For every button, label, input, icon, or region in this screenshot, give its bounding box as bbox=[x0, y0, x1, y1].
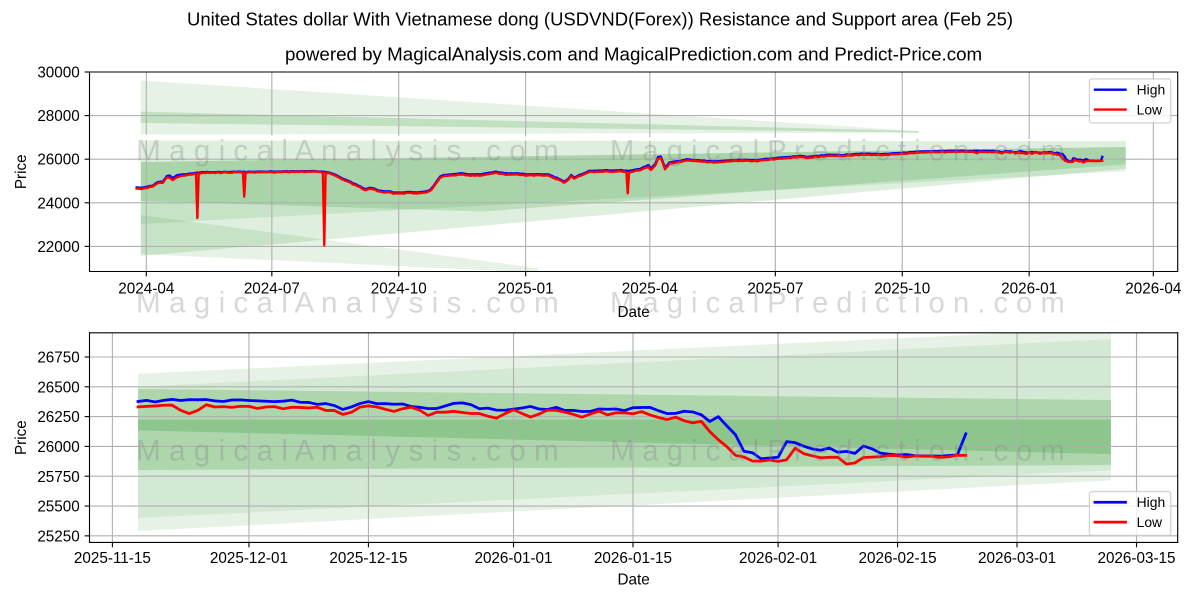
svg-text:26750: 26750 bbox=[37, 350, 79, 367]
svg-text:26500: 26500 bbox=[37, 379, 79, 396]
svg-text:2025-12-01: 2025-12-01 bbox=[210, 550, 288, 567]
svg-text:High: High bbox=[1137, 82, 1166, 98]
svg-text:M a g i c a l P r e d i c t i: M a g i c a l P r e d i c t i o n . c o … bbox=[610, 436, 1065, 468]
svg-text:26000: 26000 bbox=[37, 439, 79, 456]
svg-text:26000: 26000 bbox=[37, 152, 79, 169]
svg-text:M a g i c a l P r e d i c t i: M a g i c a l P r e d i c t i o n . c o … bbox=[610, 288, 1065, 320]
svg-text:Low: Low bbox=[1137, 514, 1163, 530]
svg-text:2026-03-01: 2026-03-01 bbox=[978, 550, 1056, 567]
svg-text:2026-01-15: 2026-01-15 bbox=[594, 550, 672, 567]
svg-text:2025-10: 2025-10 bbox=[874, 280, 930, 297]
svg-text:Price: Price bbox=[13, 154, 30, 189]
svg-text:2025-04: 2025-04 bbox=[622, 280, 679, 297]
svg-text:United States dollar With Viet: United States dollar With Vietnamese don… bbox=[187, 8, 1013, 29]
svg-text:24000: 24000 bbox=[37, 195, 79, 212]
svg-text:2026-04: 2026-04 bbox=[1125, 280, 1182, 297]
svg-text:Date: Date bbox=[617, 304, 649, 321]
svg-text:26250: 26250 bbox=[37, 409, 79, 426]
svg-text:28000: 28000 bbox=[37, 108, 79, 125]
svg-text:powered by MagicalAnalysis.com: powered by MagicalAnalysis.com and Magic… bbox=[285, 44, 982, 65]
svg-text:2025-11-15: 2025-11-15 bbox=[74, 550, 151, 567]
svg-text:2025-01: 2025-01 bbox=[498, 280, 554, 297]
svg-text:30000: 30000 bbox=[37, 65, 79, 82]
svg-text:M a g i c a l A n a l y s i s: M a g i c a l A n a l y s i s . c o m bbox=[136, 435, 559, 468]
svg-text:2024-07: 2024-07 bbox=[244, 280, 300, 297]
svg-text:M a g i c a l A n a l y s i s: M a g i c a l A n a l y s i s . c o m bbox=[136, 287, 559, 320]
svg-text:Price: Price bbox=[13, 420, 30, 455]
svg-text:Date: Date bbox=[617, 571, 649, 588]
svg-text:2026-03-15: 2026-03-15 bbox=[1097, 550, 1175, 567]
svg-text:2026-01-01: 2026-01-01 bbox=[474, 550, 552, 567]
svg-text:High: High bbox=[1137, 494, 1166, 510]
svg-text:M a g i c a l A n a l y s i s: M a g i c a l A n a l y s i s . c o m bbox=[136, 134, 559, 167]
svg-text:25250: 25250 bbox=[37, 528, 79, 545]
svg-text:M a g i c a l P r e d i c t i: M a g i c a l P r e d i c t i o n . c o … bbox=[610, 135, 1065, 167]
svg-text:2024-04: 2024-04 bbox=[118, 280, 175, 297]
svg-text:22000: 22000 bbox=[37, 239, 79, 256]
svg-text:2024-10: 2024-10 bbox=[371, 280, 427, 297]
svg-text:2026-01: 2026-01 bbox=[1001, 280, 1057, 297]
svg-text:25500: 25500 bbox=[37, 499, 79, 516]
svg-text:2025-12-15: 2025-12-15 bbox=[329, 550, 407, 567]
svg-text:2025-07: 2025-07 bbox=[747, 280, 803, 297]
svg-text:Low: Low bbox=[1137, 101, 1163, 117]
svg-text:25750: 25750 bbox=[37, 469, 79, 486]
svg-text:2026-02-15: 2026-02-15 bbox=[859, 550, 937, 567]
svg-text:2026-02-01: 2026-02-01 bbox=[739, 550, 817, 567]
